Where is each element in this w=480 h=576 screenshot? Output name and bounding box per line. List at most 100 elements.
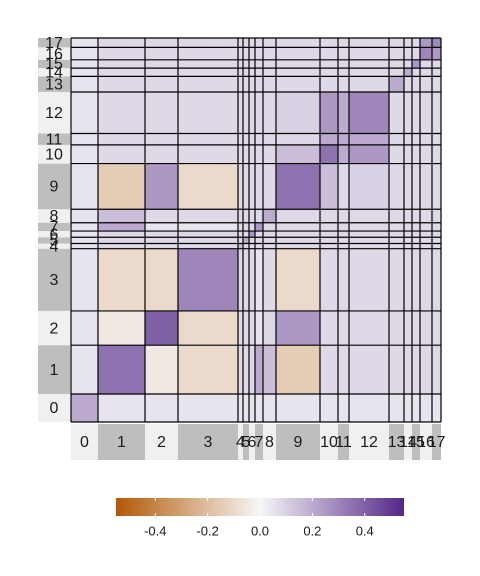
cell <box>412 310 421 346</box>
cell <box>263 248 277 312</box>
cell <box>389 231 405 238</box>
cell <box>276 133 321 146</box>
cell <box>238 163 244 210</box>
cell <box>249 68 256 77</box>
cell <box>276 38 321 48</box>
cell <box>71 133 99 146</box>
cell <box>249 310 256 346</box>
cell <box>238 345 244 395</box>
cluster-band <box>389 424 404 460</box>
cell <box>178 310 239 346</box>
cell <box>349 76 390 93</box>
cell <box>389 310 405 346</box>
cell <box>412 59 421 69</box>
cell <box>145 59 179 69</box>
cell <box>389 47 405 61</box>
cell <box>98 209 146 224</box>
cell <box>412 231 421 238</box>
cell <box>389 209 405 224</box>
cell <box>276 231 321 238</box>
cell <box>420 243 433 249</box>
cluster-band <box>38 144 70 164</box>
cell <box>98 68 146 77</box>
cell <box>178 91 239 134</box>
cell <box>338 47 350 61</box>
cell <box>71 76 99 93</box>
cell <box>255 345 264 395</box>
cell <box>145 222 179 232</box>
cell <box>349 393 390 423</box>
cell <box>389 68 405 77</box>
cell <box>243 243 250 249</box>
cluster-band <box>38 47 70 60</box>
cell <box>263 133 277 146</box>
cell <box>255 209 264 224</box>
cell <box>243 310 250 346</box>
cell <box>249 59 256 69</box>
cell <box>145 163 179 210</box>
cell <box>404 310 413 346</box>
cell <box>255 59 264 69</box>
cell <box>420 133 433 146</box>
cell <box>145 91 179 134</box>
cell <box>412 144 421 164</box>
y-cluster-label: 12 <box>45 105 63 122</box>
cell <box>238 231 244 238</box>
cell <box>238 248 244 312</box>
cell <box>71 47 99 61</box>
cell <box>263 59 277 69</box>
cluster-band <box>38 310 70 346</box>
y-cluster-label: 14 <box>45 64 63 81</box>
cluster-band <box>38 248 70 311</box>
cell <box>432 163 442 210</box>
cell <box>338 222 350 232</box>
cell <box>263 91 277 134</box>
cluster-band <box>38 91 70 134</box>
y-cluster-label: 7 <box>50 219 59 236</box>
cell <box>349 345 390 395</box>
cell <box>276 345 321 395</box>
cell <box>263 231 277 238</box>
cell <box>404 76 413 93</box>
cell <box>432 144 442 164</box>
cell <box>389 133 405 146</box>
cluster-band <box>38 231 70 238</box>
cell <box>178 222 239 232</box>
cell <box>412 68 421 77</box>
cell <box>320 68 339 77</box>
cell <box>255 76 264 93</box>
cell <box>178 237 239 244</box>
cell <box>243 345 250 395</box>
x-cluster-label: 11 <box>335 434 352 451</box>
cell <box>412 91 421 134</box>
cell <box>178 47 239 61</box>
cell <box>145 144 179 164</box>
cell <box>276 237 321 244</box>
cell <box>432 310 442 346</box>
x-cluster-label: 0 <box>80 434 89 451</box>
cell <box>349 144 390 164</box>
cell <box>178 38 239 48</box>
colorbar-tick-label: 0.0 <box>251 523 269 538</box>
cluster-band <box>38 237 70 244</box>
cell <box>238 38 244 48</box>
cell <box>98 59 146 69</box>
cell <box>71 209 99 224</box>
y-cluster-label: 17 <box>45 35 63 52</box>
x-cluster-label: 5 <box>242 434 251 451</box>
cell <box>276 310 321 346</box>
cell <box>412 345 421 395</box>
cluster-band <box>38 133 70 145</box>
cell <box>338 345 350 395</box>
y-cluster-label: 5 <box>50 233 59 250</box>
cluster-band <box>38 163 70 210</box>
cluster-band <box>238 424 243 460</box>
cell <box>178 59 239 69</box>
colorbar-gradient <box>116 498 404 516</box>
cell <box>98 231 146 238</box>
cell <box>276 222 321 232</box>
cell <box>255 393 264 423</box>
x-cluster-label: 4 <box>236 434 245 451</box>
cell <box>145 237 179 244</box>
cell <box>263 47 277 61</box>
